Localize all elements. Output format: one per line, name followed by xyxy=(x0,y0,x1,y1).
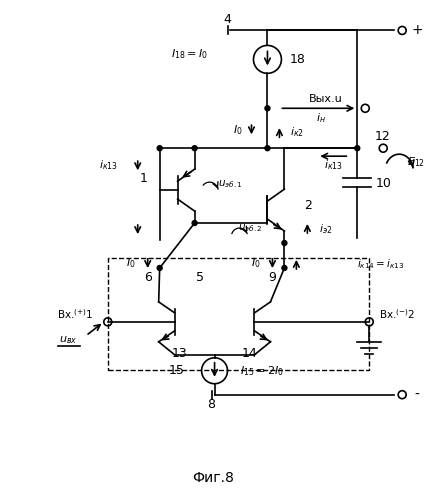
Circle shape xyxy=(192,146,197,150)
Text: 12: 12 xyxy=(375,130,390,142)
Text: $i_{к14}=i_{к13}$: $i_{к14}=i_{к13}$ xyxy=(357,257,405,271)
Text: $i_{к13}$: $i_{к13}$ xyxy=(99,158,118,172)
Text: +: + xyxy=(411,24,423,38)
Text: 5: 5 xyxy=(196,272,204,284)
Circle shape xyxy=(282,240,287,246)
Text: 8: 8 xyxy=(208,398,215,411)
Text: Фиг.8: Фиг.8 xyxy=(193,470,235,484)
Text: 10: 10 xyxy=(375,176,391,190)
Text: 6: 6 xyxy=(144,272,151,284)
Text: $u_{вх}$: $u_{вх}$ xyxy=(59,334,77,345)
Text: 1: 1 xyxy=(140,172,148,184)
Text: $i_{э2}$: $i_{э2}$ xyxy=(319,222,333,236)
Text: $i_{к13}$: $i_{к13}$ xyxy=(324,158,343,172)
Text: Вых.u: Вых.u xyxy=(309,94,343,104)
Text: $I_{15}=2I_0$: $I_{15}=2I_0$ xyxy=(239,364,284,378)
Text: Вх.$^{(+)}$1: Вх.$^{(+)}$1 xyxy=(57,307,93,321)
Text: $I_0$: $I_0$ xyxy=(126,256,136,270)
Text: 4: 4 xyxy=(224,13,232,26)
Bar xyxy=(108,258,369,370)
Circle shape xyxy=(192,220,197,226)
Circle shape xyxy=(265,106,270,111)
Text: 18: 18 xyxy=(290,53,305,66)
Text: 2: 2 xyxy=(304,198,312,211)
Text: $i_{н}$: $i_{н}$ xyxy=(317,112,326,125)
Text: Вх.$^{(-)}$2: Вх.$^{(-)}$2 xyxy=(379,307,415,321)
Text: $i_{к2}$: $i_{к2}$ xyxy=(290,126,304,139)
Circle shape xyxy=(355,146,360,150)
Text: -: - xyxy=(415,388,420,402)
Text: 13: 13 xyxy=(172,348,187,360)
Text: $E_{12}$: $E_{12}$ xyxy=(407,156,425,169)
Circle shape xyxy=(157,146,162,150)
Text: $I_{18}=I_0$: $I_{18}=I_0$ xyxy=(171,48,208,62)
Text: $I_0$: $I_0$ xyxy=(233,124,242,137)
Text: 14: 14 xyxy=(242,348,257,360)
Circle shape xyxy=(157,266,162,270)
Text: 9: 9 xyxy=(269,272,276,284)
Text: $u_{эб.2}$: $u_{эб.2}$ xyxy=(238,222,262,234)
Text: $u_{эб.1}$: $u_{эб.1}$ xyxy=(218,178,242,190)
Circle shape xyxy=(282,266,287,270)
Circle shape xyxy=(265,146,270,150)
Text: 15: 15 xyxy=(169,364,184,378)
Text: $I_0$: $I_0$ xyxy=(251,256,260,270)
